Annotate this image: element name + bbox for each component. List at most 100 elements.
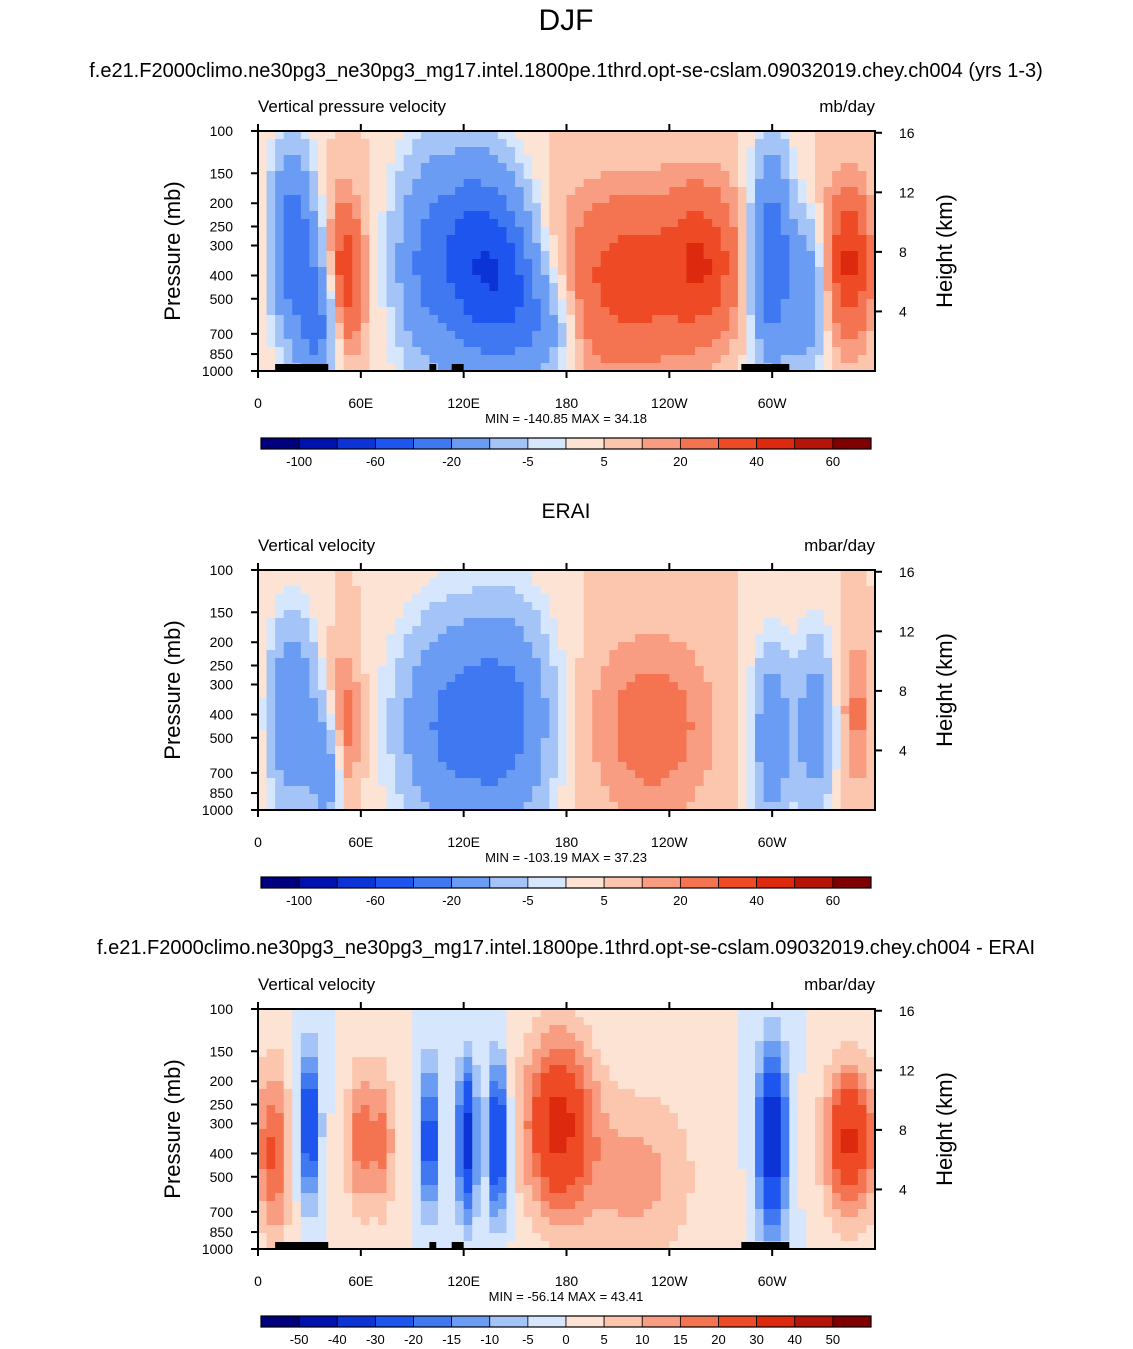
heatmap-cell <box>352 698 362 707</box>
heatmap-cell <box>343 634 353 643</box>
heatmap-cell <box>866 690 876 699</box>
heatmap-cell <box>463 187 473 196</box>
heatmap-cell <box>849 243 859 252</box>
heatmap-cell <box>523 323 533 332</box>
heatmap-cell <box>643 323 653 332</box>
heatmap-cell <box>420 195 430 204</box>
heatmap-cell <box>266 315 276 324</box>
heatmap-cell <box>377 1169 388 1178</box>
heatmap-cell <box>343 1209 353 1218</box>
topography-mask <box>451 364 464 371</box>
heatmap-cell <box>575 147 585 156</box>
heatmap-cell <box>660 674 670 683</box>
heatmap-cell <box>352 706 362 715</box>
heatmap-cell <box>420 658 430 667</box>
heatmap-cell <box>258 243 268 252</box>
heatmap-cell <box>780 251 790 260</box>
heatmap-cell <box>463 203 473 212</box>
heatmap-cell <box>352 219 362 228</box>
heatmap-cell <box>755 626 765 635</box>
heatmap-cell <box>720 163 730 172</box>
heatmap-cell <box>617 331 628 340</box>
heatmap-cell <box>592 746 602 755</box>
heatmap-cell <box>532 331 542 340</box>
heatmap-cell <box>292 610 302 619</box>
heatmap-cell <box>686 706 696 715</box>
heatmap-cell <box>540 602 550 611</box>
heatmap-cell <box>455 163 465 172</box>
heatmap-cell <box>806 770 816 779</box>
heatmap-cell <box>275 618 285 627</box>
heatmap-cell <box>737 786 748 795</box>
heatmap-cell <box>395 1049 405 1058</box>
heatmap-cell <box>600 139 610 148</box>
heatmap-cell <box>455 187 465 196</box>
heatmap-cell <box>660 211 670 220</box>
heatmap-cell <box>497 243 508 252</box>
heatmap-cell <box>617 778 628 787</box>
heatmap-cell <box>815 331 825 340</box>
heatmap-cell <box>789 666 799 675</box>
heatmap-cell <box>386 642 396 651</box>
heatmap-cell <box>780 331 790 340</box>
heatmap-cell <box>592 283 602 292</box>
heatmap-cell <box>429 674 439 683</box>
heatmap-cell <box>317 1137 328 1146</box>
heatmap-cell <box>737 666 748 675</box>
heatmap-cell <box>506 291 516 300</box>
heatmap-cell <box>592 674 602 683</box>
heatmap-cell <box>806 195 816 204</box>
heatmap-cell <box>377 1233 388 1242</box>
heatmap-cell <box>540 642 550 651</box>
heatmap-cell <box>463 754 473 763</box>
heatmap-cell <box>652 235 662 244</box>
heatmap-cell <box>360 1041 370 1050</box>
heatmap-cell <box>283 1049 293 1058</box>
heatmap-cell <box>729 219 739 228</box>
heatmap-cell <box>455 666 465 675</box>
heatmap-cell <box>506 323 516 332</box>
heatmap-cell <box>686 355 696 364</box>
heatmap-cell <box>309 259 319 268</box>
heatmap-cell <box>489 307 499 316</box>
heatmap-cell <box>472 666 482 675</box>
heatmap-cell <box>532 131 542 140</box>
heatmap-cell <box>360 243 370 252</box>
heatmap-cell <box>703 634 713 643</box>
heatmap-cell <box>463 738 473 747</box>
heatmap-cell <box>317 155 328 164</box>
heatmap-cell <box>806 331 816 340</box>
heatmap-cell <box>489 570 499 579</box>
heatmap-cell <box>592 754 602 763</box>
heatmap-cell <box>583 347 593 356</box>
heatmap-cell <box>789 682 799 691</box>
heatmap-cell <box>515 610 525 619</box>
heatmap-cell <box>635 203 645 212</box>
heatmap-cell <box>797 754 808 763</box>
heatmap-cell <box>266 299 276 308</box>
heatmap-cell <box>275 219 285 228</box>
heatmap-cell <box>840 626 850 635</box>
heatmap-cell <box>377 1145 388 1154</box>
heatmap-cell <box>309 618 319 627</box>
heatmap-cell <box>737 650 748 659</box>
heatmap-cell <box>515 243 525 252</box>
heatmap-cell <box>412 203 422 212</box>
heatmap-cell <box>369 570 379 579</box>
heatmap-cell <box>420 682 430 691</box>
heatmap-cell <box>497 714 508 723</box>
heatmap-cell <box>643 626 653 635</box>
heatmap-cell <box>266 347 276 356</box>
heatmap-cell <box>583 802 593 811</box>
heatmap-cell <box>326 131 336 140</box>
heatmap-cell <box>360 1137 370 1146</box>
heatmap-cell <box>335 267 345 276</box>
heatmap-cell <box>575 762 585 771</box>
heatmap-cell <box>866 323 876 332</box>
heatmap-cell <box>849 802 859 811</box>
heatmap-cell <box>609 299 619 308</box>
heatmap-cell <box>369 139 379 148</box>
heatmap-cell <box>660 738 670 747</box>
heatmap-cell <box>463 762 473 771</box>
heatmap-cell <box>583 251 593 260</box>
